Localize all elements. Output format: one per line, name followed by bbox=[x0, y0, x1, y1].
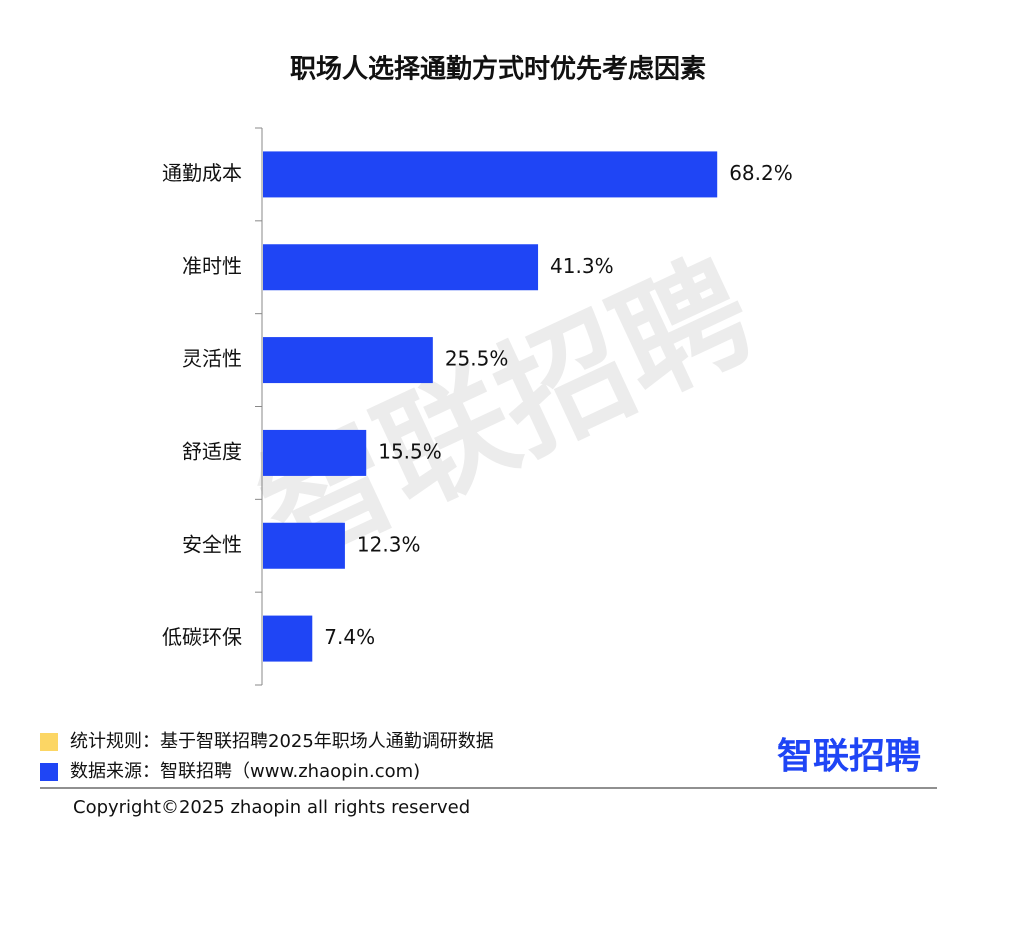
y-tick-label: 灵活性 bbox=[182, 347, 242, 371]
legend-swatch bbox=[40, 733, 58, 751]
y-tick-label: 准时性 bbox=[182, 254, 242, 278]
bar bbox=[263, 522, 345, 569]
y-tick-label: 低碳环保 bbox=[162, 625, 242, 649]
logo: 智联招聘 bbox=[777, 736, 921, 777]
bar bbox=[263, 151, 718, 198]
footer-note: 统计规则：基于智联招聘2025年职场人通勤调研数据 bbox=[70, 731, 494, 752]
value-label: 68.2% bbox=[729, 161, 793, 185]
bar bbox=[263, 337, 433, 384]
bar bbox=[263, 429, 367, 476]
value-label: 15.5% bbox=[378, 439, 442, 463]
value-label: 12.3% bbox=[357, 532, 421, 556]
y-tick-label: 通勤成本 bbox=[162, 161, 242, 185]
chart-title: 职场人选择通勤方式时优先考虑因素 bbox=[290, 54, 706, 85]
value-label: 25.5% bbox=[445, 347, 509, 371]
value-label: 41.3% bbox=[550, 254, 614, 278]
copyright: Copyright©2025 zhaopin all rights reserv… bbox=[73, 797, 470, 818]
bar bbox=[263, 244, 539, 291]
legend-swatch bbox=[40, 763, 58, 781]
value-label: 7.4% bbox=[324, 625, 375, 649]
y-tick-label: 舒适度 bbox=[182, 439, 242, 463]
y-tick-label: 安全性 bbox=[182, 532, 242, 556]
footer-note: 数据来源：智联招聘（www.zhaopin.com) bbox=[70, 761, 420, 782]
bar bbox=[263, 615, 313, 662]
